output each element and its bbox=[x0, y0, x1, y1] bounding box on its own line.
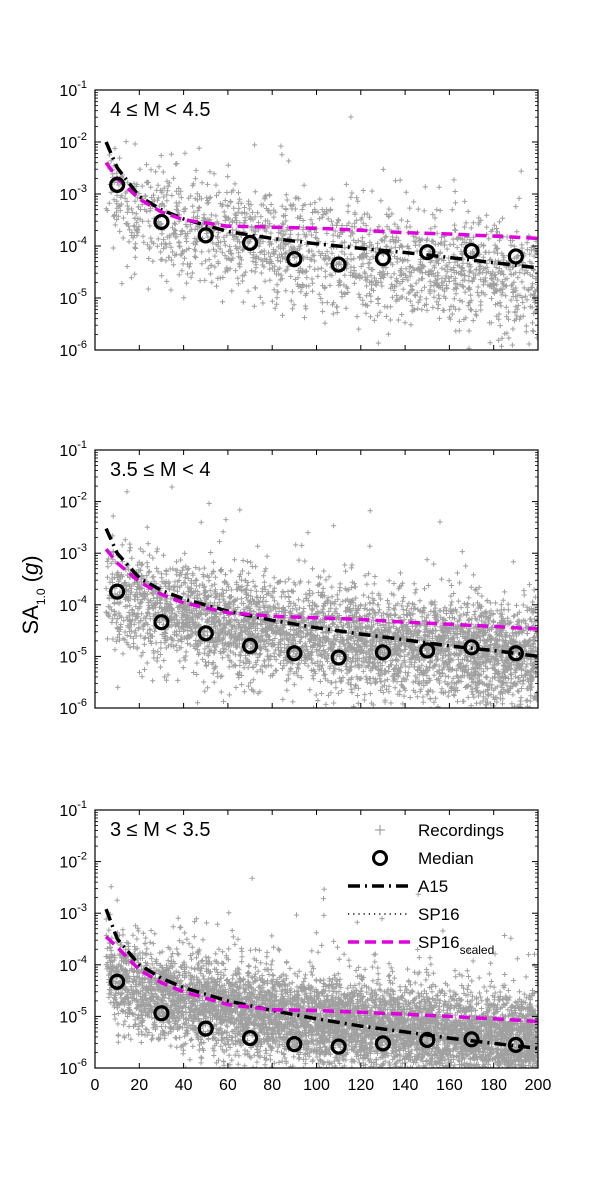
x-tick-label: 20 bbox=[130, 1077, 148, 1094]
median-point bbox=[463, 1031, 480, 1048]
median-point bbox=[197, 625, 214, 642]
recordings-scatter bbox=[103, 875, 538, 1068]
a15-line bbox=[104, 908, 538, 1051]
median-point bbox=[463, 639, 480, 656]
legend-a15-label: A15 bbox=[418, 877, 448, 896]
x-tick-label: 180 bbox=[480, 1077, 507, 1094]
x-tick-label: 60 bbox=[219, 1077, 237, 1094]
y-tick-label: 10-6 bbox=[59, 339, 87, 360]
y-tick-label: 10-1 bbox=[59, 79, 87, 100]
median-point bbox=[286, 250, 303, 268]
panel-2: 10-6 10-5 10-4 10-3 10-2 10-1 3.5 ≤ M < 4 bbox=[59, 439, 539, 718]
median-point bbox=[286, 1036, 303, 1053]
legend-entry-sp16: SP16 bbox=[348, 905, 460, 924]
median-point bbox=[507, 645, 524, 662]
y-tick-label: 10-2 bbox=[59, 851, 87, 872]
median-point bbox=[109, 176, 126, 193]
x-tick-label: 160 bbox=[436, 1077, 463, 1094]
x-tick-label: 0 bbox=[91, 1077, 100, 1094]
sp16-scaled-line bbox=[104, 935, 538, 1024]
median-point bbox=[419, 244, 436, 261]
y-tick-label: 10-5 bbox=[59, 1005, 87, 1026]
x-tick-label: 40 bbox=[175, 1077, 193, 1094]
panel-label: 3.5 ≤ M < 4 bbox=[110, 459, 210, 481]
median-point bbox=[241, 637, 259, 654]
y-tick-label: 10-4 bbox=[59, 235, 87, 256]
legend-median-marker bbox=[372, 850, 388, 866]
legend-median-label: Median bbox=[418, 849, 474, 868]
median-point bbox=[330, 649, 347, 666]
median-point bbox=[197, 1020, 214, 1037]
y-tick-label: 10-6 bbox=[59, 1057, 87, 1078]
legend: Recordings Median A15 SP16 SP16scaled bbox=[348, 821, 504, 957]
sp16-scaled-line bbox=[104, 548, 538, 631]
x-tick-label: 140 bbox=[392, 1077, 419, 1094]
legend-sp16-scaled-label: SP16scaled bbox=[418, 933, 494, 957]
median-point bbox=[419, 1031, 436, 1049]
sp16-scaled-line bbox=[104, 161, 538, 241]
median-point bbox=[463, 242, 480, 260]
y-tick-label: 10-3 bbox=[59, 542, 87, 563]
median-point bbox=[109, 973, 126, 990]
a15-line bbox=[104, 527, 538, 659]
y-tick-label: 10-6 bbox=[59, 697, 87, 718]
median-point bbox=[330, 256, 347, 273]
x-tick-label: 100 bbox=[303, 1077, 330, 1094]
median-point bbox=[507, 1036, 524, 1054]
median-point bbox=[109, 583, 126, 600]
median-point bbox=[374, 644, 392, 661]
legend-entry-sp16-scaled: SP16scaled bbox=[348, 933, 494, 957]
panel-label: 4 ≤ M < 4.5 bbox=[110, 99, 210, 121]
median-point bbox=[197, 227, 214, 244]
x-tick-label: 80 bbox=[263, 1077, 281, 1094]
legend-entry-recordings: Recordings bbox=[375, 821, 504, 840]
median-point bbox=[241, 234, 259, 251]
y-tick-label: 10-1 bbox=[59, 799, 87, 820]
median-point bbox=[286, 645, 303, 662]
legend-recordings-label: Recordings bbox=[418, 821, 504, 840]
panel-1: 10-6 10-5 10-4 10-3 10-2 10-1 4 ≤ M < 4.5 bbox=[59, 79, 539, 360]
x-tick-label: 200 bbox=[525, 1077, 552, 1094]
median-point bbox=[419, 642, 436, 659]
y-tick-label: 10-5 bbox=[59, 287, 87, 308]
y-tick-label: 10-2 bbox=[59, 131, 87, 152]
y-tick-label: 10-3 bbox=[59, 902, 87, 923]
median-point bbox=[241, 1029, 259, 1047]
panel-3: 0 20 40 60 80 100 120 140 160 180 200 10-6 10-5 10-4 1… bbox=[59, 799, 552, 1094]
y-tick-label: 10-1 bbox=[59, 439, 87, 460]
y-tick-label: 10-4 bbox=[59, 594, 87, 615]
median-point bbox=[374, 250, 392, 267]
y-tick-label: 10-3 bbox=[59, 183, 87, 204]
legend-recordings-marker bbox=[375, 825, 385, 835]
y-axis-label: SA1.0 (g) bbox=[18, 555, 48, 634]
x-tick-label: 120 bbox=[347, 1077, 374, 1094]
median-point bbox=[153, 213, 170, 231]
median-point bbox=[507, 248, 524, 265]
legend-sp16-label: SP16 bbox=[418, 905, 460, 924]
recordings-scatter bbox=[103, 484, 538, 708]
median-point bbox=[153, 1005, 170, 1022]
y-tick-label: 10-4 bbox=[59, 954, 87, 975]
legend-entry-a15: A15 bbox=[348, 877, 448, 896]
y-tick-label: 10-2 bbox=[59, 491, 87, 512]
y-tick-label: 10-5 bbox=[59, 645, 87, 666]
median-point bbox=[153, 614, 170, 631]
legend-entry-median: Median bbox=[372, 849, 474, 868]
panel-label: 3 ≤ M < 3.5 bbox=[110, 819, 210, 841]
median-point bbox=[330, 1038, 347, 1055]
median-point bbox=[374, 1035, 392, 1052]
